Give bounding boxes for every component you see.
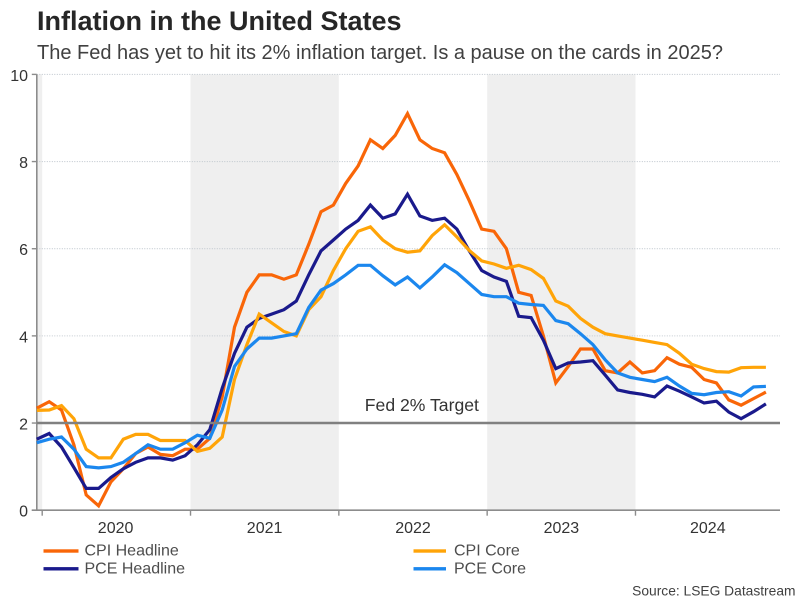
svg-text:CPI Core: CPI Core (454, 542, 520, 559)
svg-text:2021: 2021 (247, 520, 283, 537)
svg-text:4: 4 (19, 329, 28, 346)
svg-text:CPI Headline: CPI Headline (85, 542, 179, 559)
svg-text:2: 2 (19, 417, 28, 434)
svg-text:10: 10 (10, 68, 28, 85)
svg-text:6: 6 (19, 242, 28, 259)
svg-text:0: 0 (19, 504, 28, 521)
svg-text:2022: 2022 (395, 520, 431, 537)
svg-text:PCE Headline: PCE Headline (85, 560, 186, 577)
svg-text:2023: 2023 (544, 520, 580, 537)
svg-text:Fed 2% Target: Fed 2% Target (365, 395, 479, 415)
svg-text:2020: 2020 (98, 520, 134, 537)
svg-text:PCE Core: PCE Core (454, 560, 526, 577)
svg-text:8: 8 (19, 155, 28, 172)
svg-text:Source: LSEG Datastream: Source: LSEG Datastream (632, 584, 795, 599)
svg-text:2024: 2024 (690, 520, 726, 537)
